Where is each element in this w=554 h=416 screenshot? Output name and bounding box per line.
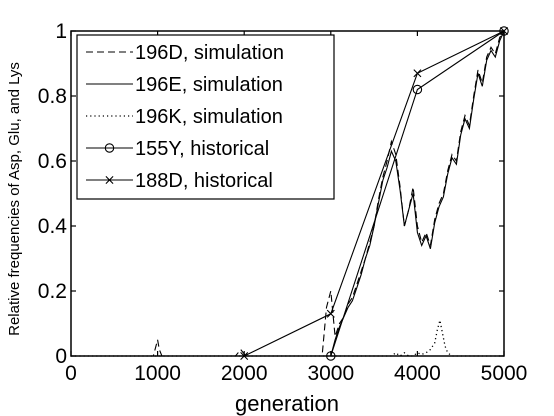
plot-frame	[70, 30, 505, 357]
series-line	[243, 30, 505, 357]
y-tick-label: 0	[55, 345, 67, 368]
legend-marker	[104, 143, 115, 153]
series-layer	[71, 26, 509, 361]
legend-marker	[105, 176, 114, 184]
legend: 196D, simulation 196E, simulation 196K, si…	[76, 34, 335, 200]
x-tick-label: 4000	[394, 362, 441, 385]
legend-label: 188D, historical	[135, 170, 273, 192]
y-axis-label: Relative frequencies of Asp, Glu, and Ly…	[6, 62, 23, 336]
series-3	[71, 320, 504, 357]
legend-entry: 196E, simulation	[86, 74, 283, 96]
series-4	[326, 26, 509, 361]
tick-layer: 0 1000 2000 3000 4000 5000 0 0.2 0.4 0.6 0.8 1	[38, 20, 528, 385]
legend-box	[76, 34, 335, 200]
y-tick-label: 0.2	[38, 280, 67, 303]
data-point-marker	[412, 84, 423, 95]
data-point-marker	[413, 69, 422, 78]
series-5	[240, 27, 508, 360]
legend-label: 196E, simulation	[135, 74, 283, 96]
series-line	[71, 30, 505, 357]
legend-entry: 196K, simulation	[86, 106, 283, 128]
x-tick-label: 1000	[134, 362, 181, 385]
x-axis-label: generation	[235, 391, 339, 416]
legend-label: 155Y, historical	[135, 138, 269, 160]
x-tick-label: 2000	[221, 362, 268, 385]
x-tick-label: 3000	[307, 362, 354, 385]
legend-entry: 155Y, historical	[86, 138, 269, 160]
series-line	[330, 30, 505, 357]
y-tick-label: 1	[55, 20, 67, 43]
legend-items: 196D, simulation 196E, simulation 196K, si…	[86, 42, 284, 192]
series-line	[71, 320, 504, 357]
legend-entry: 188D, historical	[86, 170, 273, 192]
series-2	[71, 30, 505, 357]
legend-label: 196K, simulation	[135, 106, 283, 128]
legend-label: 196D, simulation	[135, 42, 284, 64]
x-tick-label: 0	[65, 362, 77, 385]
x-tick-label: 5000	[481, 362, 528, 385]
y-tick-label: 0.6	[38, 150, 67, 173]
y-tick-label: 0.8	[38, 85, 67, 108]
data-point-marker	[326, 309, 335, 318]
legend-entry: 196D, simulation	[86, 42, 284, 64]
y-tick-label: 0.4	[38, 215, 68, 238]
